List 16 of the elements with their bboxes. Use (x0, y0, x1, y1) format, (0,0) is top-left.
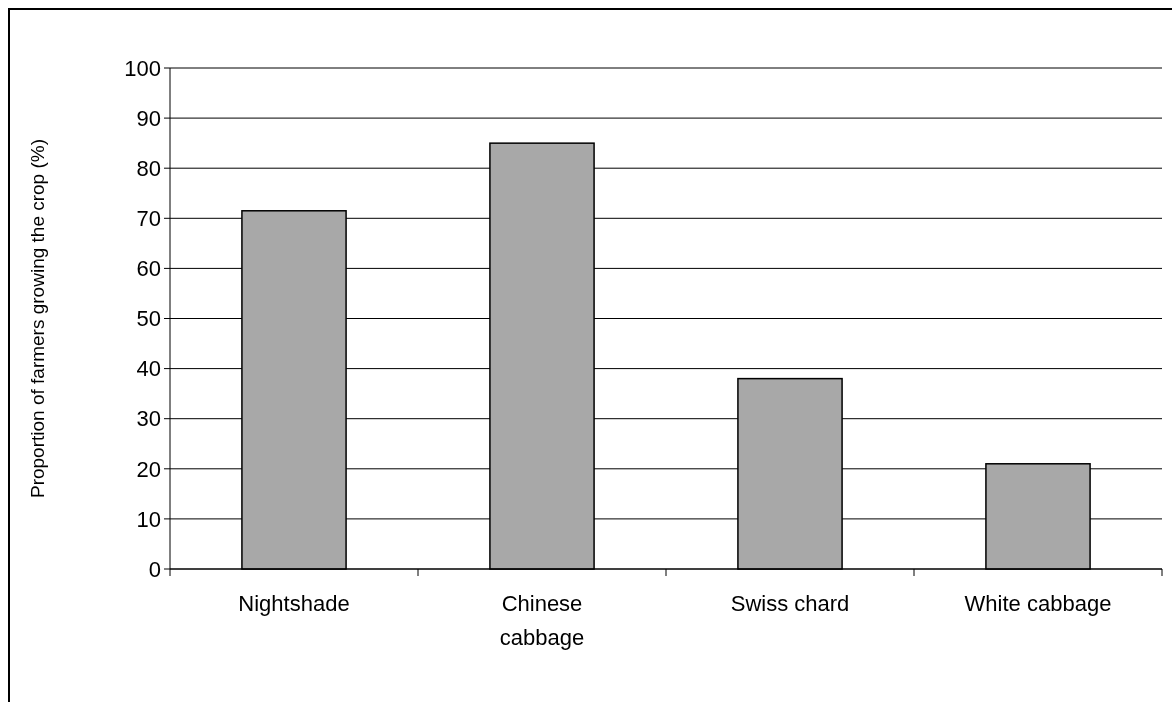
x-tick-label: Swiss chard (730, 591, 850, 616)
y-tick-label: 100 (124, 55, 161, 81)
y-tick-label: 80 (136, 155, 161, 181)
y-tick-label: 10 (136, 506, 161, 532)
y-axis-title: Proportion of farmers growing the crop (%) (27, 138, 48, 499)
y-tick-label: 40 (136, 356, 161, 382)
y-tick-label: 50 (136, 306, 161, 332)
y-tick-label: 0 (148, 556, 161, 582)
x-tick-label: Chinese cabbage (499, 591, 585, 650)
y-tick-label: 30 (136, 406, 161, 432)
y-tick-label: 70 (136, 206, 161, 231)
y-tick-label: 90 (136, 105, 161, 131)
x-tick-label: White cabbage (964, 591, 1112, 616)
y-tick-label: 20 (136, 456, 161, 482)
y-tick-label: 60 (136, 256, 161, 282)
x-tick-label: Nightshade (238, 591, 350, 616)
